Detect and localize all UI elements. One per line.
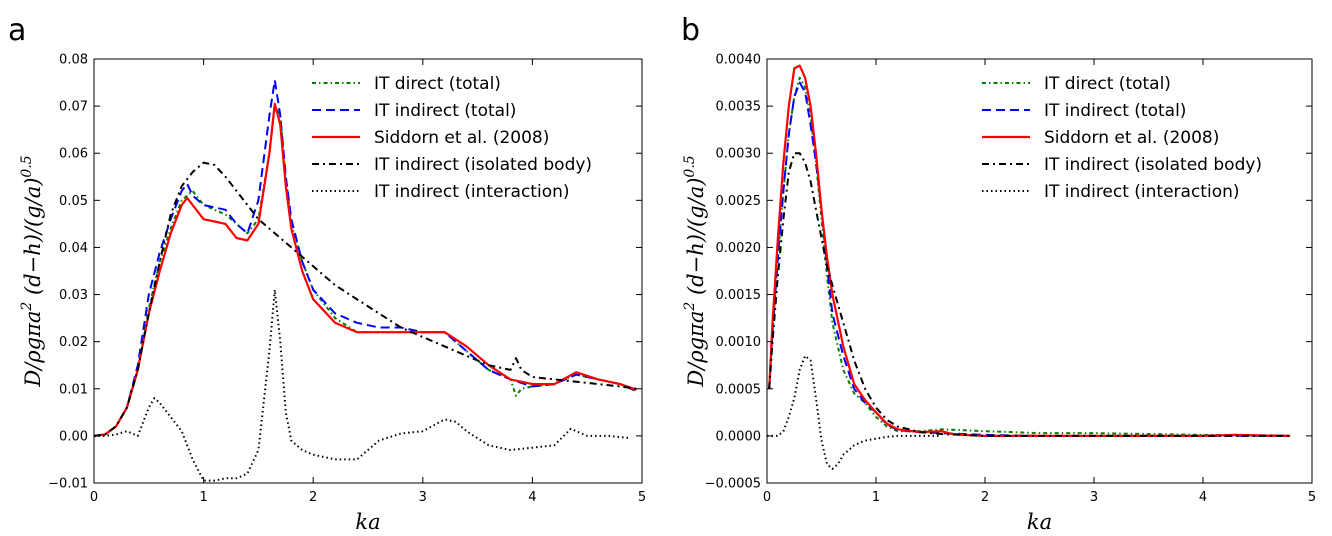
y-tick-label: 0.0030: [716, 147, 762, 162]
y-axis-label-main: D/ρgπa: [21, 311, 45, 388]
x-tick-label: 5: [638, 490, 646, 505]
y-axis-label-sup2: 0.5: [682, 155, 698, 177]
series-group: [767, 64, 1291, 470]
legend-entry: IT indirect (isolated body): [1044, 155, 1262, 175]
y-tick-label: −0.0005: [705, 477, 761, 492]
legend-entry: IT indirect (total): [374, 101, 516, 121]
y-tick-label: 0.0040: [716, 53, 762, 68]
series-line-4: [768, 152, 1291, 437]
plot-frame: [93, 58, 643, 484]
x-tick-label: 2: [309, 490, 317, 505]
y-tick-label: 0.04: [59, 241, 88, 256]
panel-label: a: [8, 13, 26, 48]
x-tick-label: 2: [981, 490, 989, 505]
y-tick-label: 0.06: [59, 147, 88, 162]
x-tick-label: 3: [419, 490, 427, 505]
y-tick-label: −0.01: [48, 477, 88, 492]
y-tick-label: 0.08: [59, 53, 88, 68]
series-line-5: [94, 288, 632, 482]
y-axis-label: D/ρgπa2 (d−h)/(g/a)0.5: [19, 155, 45, 387]
plot-frame: [766, 58, 1313, 484]
x-tick-label: 3: [1090, 490, 1098, 505]
chart-panel-a: a 0 1 2 3 4 5 −0.01 0.00 0.01 0.02 0.03 0.04 0.05 0.06…: [8, 13, 646, 534]
series-line-3: [94, 102, 637, 437]
legend-entry: IT indirect (total): [1044, 101, 1186, 121]
series-line-1: [94, 105, 637, 437]
x-tick-label: 5: [1308, 490, 1316, 505]
x-tick-label: 4: [1199, 490, 1207, 505]
legend-entry: IT indirect (interaction): [1044, 182, 1240, 202]
y-tick-label: 0.0015: [716, 288, 762, 303]
series-line-2: [94, 79, 637, 437]
y-axis-label-sup1: 2: [19, 302, 35, 312]
legend-entry: IT indirect (isolated body): [374, 155, 592, 175]
series-line-4: [94, 161, 637, 437]
y-tick-label: 0.01: [59, 382, 88, 397]
y-tick-label: 0.0000: [716, 429, 762, 444]
y-tick-label: 0.0010: [716, 335, 762, 350]
y-tick-label: 0.03: [59, 288, 88, 303]
y-axis-label-mid: (d−h)/(g/a): [21, 178, 45, 302]
legend-entry: Siddorn et al. (2008): [374, 128, 549, 148]
y-axis-label-sup2: 0.5: [19, 155, 35, 177]
series-line-3: [768, 64, 1291, 437]
x-tick-label: 1: [199, 490, 207, 505]
x-tick-label: 0: [90, 490, 98, 505]
y-tick-label: 0.00: [59, 429, 88, 444]
panel-label: b: [681, 13, 700, 48]
y-tick-label: 0.02: [59, 335, 88, 350]
x-axis-label: ka: [355, 510, 380, 534]
legend-entry: IT indirect (interaction): [374, 182, 570, 202]
series-group: [94, 79, 637, 482]
legend-entry: Siddorn et al. (2008): [1044, 128, 1219, 148]
legend-entry: IT direct (total): [374, 74, 501, 94]
y-axis-label: D/ρgπa2 (d−h)/(g/a)0.5: [682, 155, 708, 387]
y-tick-label: 0.07: [59, 100, 88, 115]
chart-panel-b: b 0 1 2 3 4 5 −0.0005 0.0000 0.0005 0.0010 0.0015 0.…: [681, 13, 1316, 534]
y-tick-label: 0.0025: [716, 194, 762, 209]
legend: IT direct (total) IT indirect (total) Sidd…: [982, 74, 1262, 202]
x-axis-label: ka: [1027, 510, 1052, 534]
x-tick-label: 0: [763, 490, 771, 505]
y-axis-label-main: D/ρgπa: [684, 311, 708, 388]
y-tick-label: 0.0005: [716, 382, 762, 397]
y-axis-label-sup1: 2: [682, 302, 698, 312]
y-tick-label: 0.0020: [716, 241, 762, 256]
x-tick-label: 4: [528, 490, 536, 505]
series-line-5: [767, 354, 942, 470]
legend: IT direct (total) IT indirect (total) Sidd…: [312, 74, 592, 202]
x-tick-label: 1: [872, 490, 880, 505]
y-tick-label: 0.05: [59, 194, 88, 209]
y-axis-label-mid: (d−h)/(g/a): [684, 178, 708, 302]
legend-entry: IT direct (total): [1044, 74, 1171, 94]
y-tick-label: 0.0035: [716, 100, 762, 115]
